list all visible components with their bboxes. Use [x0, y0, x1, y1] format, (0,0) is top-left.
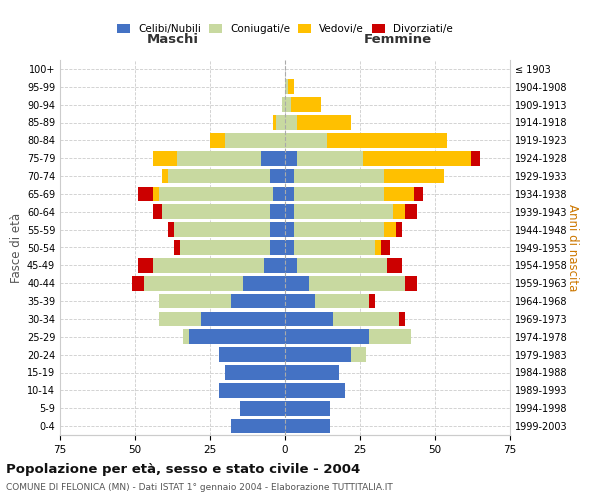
Bar	[273, 186, 285, 201]
Text: COMUNE DI FELONICA (MN) - Dati ISTAT 1° gennaio 2004 - Elaborazione TUTTITALIA.I: COMUNE DI FELONICA (MN) - Dati ISTAT 1° …	[6, 482, 393, 492]
Bar	[285, 133, 327, 148]
Bar	[387, 258, 402, 272]
Bar	[285, 151, 297, 166]
Bar	[393, 204, 405, 219]
Bar	[333, 312, 399, 326]
Bar	[183, 330, 189, 344]
Bar	[285, 204, 294, 219]
Bar	[471, 151, 480, 166]
Bar	[285, 186, 294, 201]
Bar	[369, 330, 411, 344]
Bar	[285, 348, 351, 362]
Bar	[270, 204, 285, 219]
Bar	[231, 294, 285, 308]
Bar	[285, 401, 330, 415]
Bar	[153, 258, 264, 272]
Bar	[180, 240, 270, 255]
Bar	[153, 151, 177, 166]
Bar	[405, 204, 417, 219]
Bar	[327, 133, 447, 148]
Bar	[294, 204, 393, 219]
Bar	[297, 258, 387, 272]
Bar	[189, 330, 285, 344]
Bar	[159, 294, 231, 308]
Bar	[270, 222, 285, 237]
Bar	[276, 115, 285, 130]
Bar	[285, 312, 333, 326]
Bar	[270, 240, 285, 255]
Y-axis label: Anni di nascita: Anni di nascita	[566, 204, 579, 291]
Bar	[225, 365, 285, 380]
Bar	[219, 383, 285, 398]
Bar	[132, 276, 144, 290]
Bar	[270, 168, 285, 184]
Bar	[294, 222, 384, 237]
Bar	[174, 222, 270, 237]
Bar	[162, 168, 168, 184]
Bar	[159, 186, 273, 201]
Bar	[285, 365, 339, 380]
Text: Femmine: Femmine	[364, 32, 431, 46]
Bar	[309, 276, 405, 290]
Bar	[285, 80, 288, 94]
Bar	[294, 240, 375, 255]
Bar	[285, 294, 315, 308]
Bar	[369, 294, 375, 308]
Y-axis label: Fasce di età: Fasce di età	[10, 212, 23, 282]
Bar	[162, 204, 270, 219]
Bar	[231, 419, 285, 434]
Bar	[384, 168, 444, 184]
Bar	[153, 186, 159, 201]
Text: Maschi: Maschi	[146, 32, 199, 46]
Bar	[168, 222, 174, 237]
Bar	[381, 240, 390, 255]
Bar	[159, 312, 201, 326]
Bar	[384, 222, 396, 237]
Text: Popolazione per età, sesso e stato civile - 2004: Popolazione per età, sesso e stato civil…	[6, 462, 360, 475]
Bar	[285, 98, 291, 112]
Bar	[285, 383, 345, 398]
Bar	[201, 312, 285, 326]
Bar	[351, 348, 366, 362]
Bar	[384, 186, 414, 201]
Bar	[138, 258, 153, 272]
Bar	[144, 276, 243, 290]
Bar	[285, 419, 330, 434]
Bar	[285, 276, 309, 290]
Bar	[168, 168, 270, 184]
Bar	[210, 133, 225, 148]
Bar	[285, 222, 294, 237]
Bar	[240, 401, 285, 415]
Bar	[285, 115, 297, 130]
Legend: Celibi/Nubili, Coniugati/e, Vedovi/e, Divorziati/e: Celibi/Nubili, Coniugati/e, Vedovi/e, Di…	[113, 20, 457, 38]
Bar	[288, 80, 294, 94]
Bar	[285, 258, 297, 272]
Bar	[294, 186, 384, 201]
Bar	[405, 276, 417, 290]
Bar	[297, 151, 363, 166]
Bar	[297, 115, 351, 130]
Bar	[225, 133, 285, 148]
Bar	[282, 98, 285, 112]
Bar	[273, 115, 276, 130]
Bar	[285, 168, 294, 184]
Bar	[363, 151, 471, 166]
Bar	[414, 186, 423, 201]
Bar	[174, 240, 180, 255]
Bar	[261, 151, 285, 166]
Bar	[285, 240, 294, 255]
Bar	[291, 98, 321, 112]
Bar	[153, 204, 162, 219]
Bar	[285, 330, 369, 344]
Bar	[243, 276, 285, 290]
Bar	[399, 312, 405, 326]
Bar	[138, 186, 153, 201]
Bar	[177, 151, 261, 166]
Bar	[294, 168, 384, 184]
Bar	[219, 348, 285, 362]
Bar	[264, 258, 285, 272]
Bar	[396, 222, 402, 237]
Bar	[375, 240, 381, 255]
Bar	[315, 294, 369, 308]
